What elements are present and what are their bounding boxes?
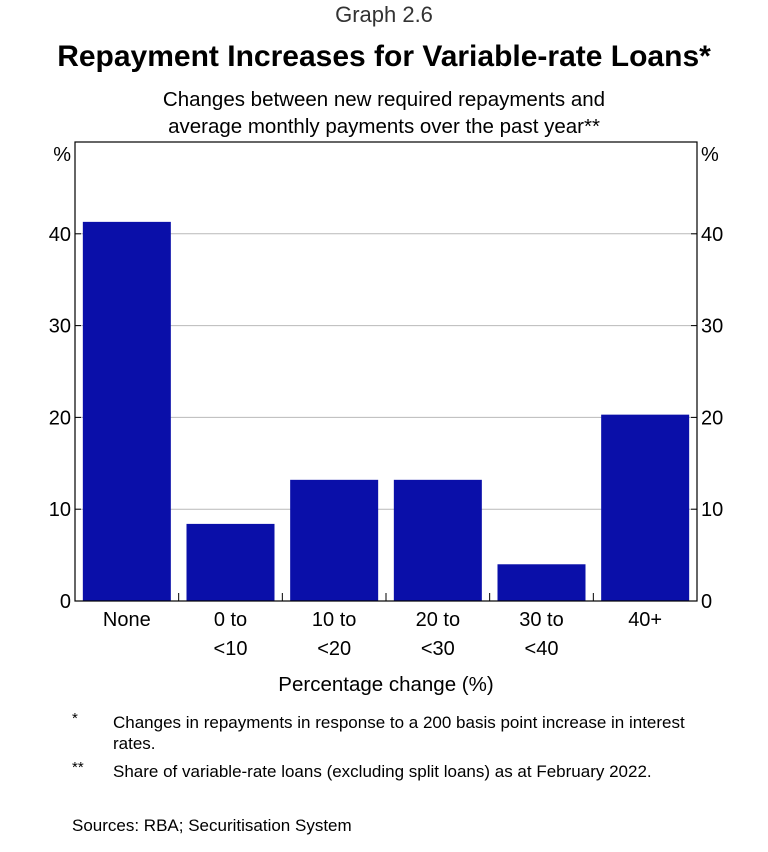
footnote-2-mark: **: [72, 759, 84, 776]
footnote-2-text: Share of variable-rate loans (excluding …: [113, 762, 652, 781]
y-tick-label-right: 0: [701, 591, 712, 613]
x-tick-label-line: 0 to: [214, 609, 247, 631]
y-tick-label-left: 10: [49, 499, 71, 521]
x-axis-title: Percentage change (%): [278, 673, 493, 696]
y-tick-label-right: 30: [701, 316, 723, 338]
x-tick-label: None: [103, 609, 151, 631]
y-tick-label-right: 40: [701, 224, 723, 246]
x-tick-label-line: <20: [317, 638, 351, 660]
x-tick-label-line: 40+: [628, 609, 662, 631]
footnote-1-text: Changes in repayments in response to a 2…: [113, 713, 685, 753]
x-tick-label-line: <10: [214, 638, 248, 660]
y-axis-unit-left: %: [53, 144, 71, 166]
y-tick-label-left: 0: [60, 591, 71, 613]
x-tick-label-line: 20 to: [416, 609, 460, 631]
bar: [290, 479, 379, 601]
y-tick-label-left: 20: [49, 407, 71, 429]
footnote-1: * Changes in repayments in response to a…: [72, 710, 712, 754]
x-tick-label: 40+: [628, 609, 662, 631]
y-tick-label-right: 10: [701, 499, 723, 521]
bar: [601, 414, 690, 601]
x-tick-label-line: 10 to: [312, 609, 356, 631]
x-tick-label: 0 to <10: [214, 609, 248, 660]
bar: [497, 564, 586, 601]
graph-number: Graph 2.6: [335, 2, 433, 27]
subtitle-line-1: Changes between new required repayments …: [162, 88, 606, 111]
sources: Sources: RBA; Securitisation System: [72, 816, 352, 835]
x-tick-label-line: None: [103, 609, 151, 631]
y-tick-label-left: 30: [49, 316, 71, 338]
x-tick-label: 10 to <20: [312, 609, 356, 660]
footnote-1-mark: *: [72, 710, 78, 727]
bar: [186, 523, 275, 601]
subtitle-line-2: average monthly payments over the past y…: [168, 115, 600, 138]
y-tick-label-left: 40: [49, 224, 71, 246]
chart-title: Repayment Increases for Variable-rate Lo…: [57, 40, 711, 73]
y-axis-unit-right: %: [701, 144, 719, 166]
bar-chart: 0 0 10 10 20 20 30 30 40 40% % None 0 to <10 10 to <20 2…: [49, 141, 723, 696]
footnotes: * Changes in repayments in response to a…: [72, 710, 712, 789]
y-tick-label-right: 20: [701, 407, 723, 429]
x-tick-label-line: <30: [421, 638, 455, 660]
x-tick-label-line: <40: [525, 638, 559, 660]
bar: [82, 221, 171, 601]
bar: [393, 479, 482, 601]
x-tick-label-line: 30 to: [519, 609, 563, 631]
x-tick-label: 30 to <40: [519, 609, 563, 660]
footnote-2: ** Share of variable-rate loans (excludi…: [72, 759, 712, 782]
x-tick-label: 20 to <30: [416, 609, 460, 660]
chart-subtitle: Changes between new required repayments …: [0, 86, 768, 140]
